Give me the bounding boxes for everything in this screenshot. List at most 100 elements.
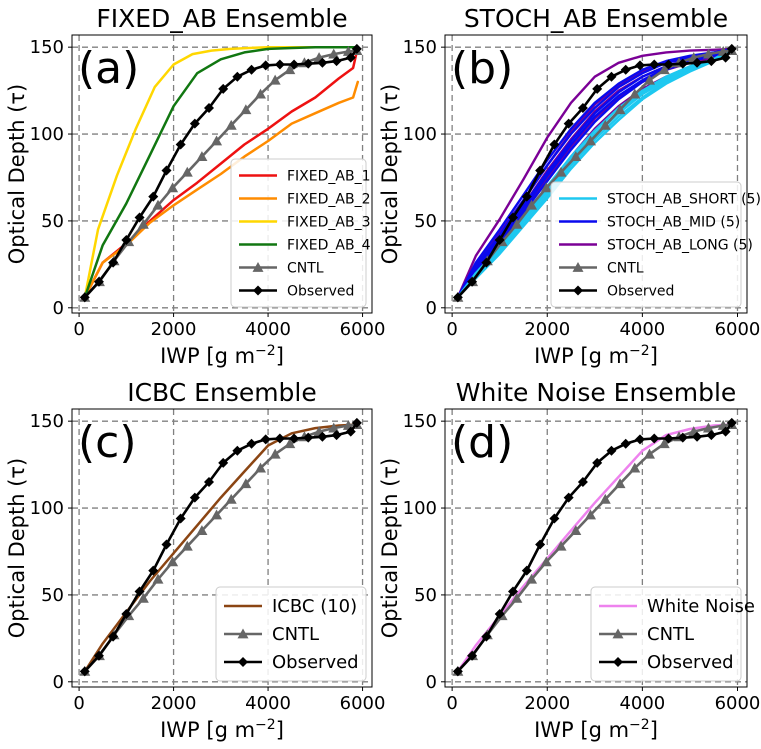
cntl-point	[152, 573, 164, 584]
x-tick-label: 0	[446, 319, 457, 340]
observed-point	[79, 666, 90, 677]
legend-marker	[573, 285, 583, 296]
cntl-point	[240, 478, 252, 489]
observed-point	[189, 492, 200, 503]
legend-box	[215, 586, 367, 682]
cntl-point	[211, 135, 223, 146]
y-axis-label: Optical Depth (τ)	[5, 84, 29, 265]
legend-box	[230, 158, 367, 308]
observed-point	[549, 513, 560, 524]
observed-point	[634, 60, 645, 71]
axes-frame	[444, 34, 748, 314]
x-tick-label: 4000	[619, 693, 665, 714]
observed-point	[317, 57, 328, 68]
cntl-point	[540, 556, 552, 567]
cntl-point	[240, 104, 252, 115]
observed-point	[592, 83, 603, 94]
observed-point	[189, 118, 200, 129]
legend-label: Observed	[647, 652, 734, 673]
y-tick-label: 100	[403, 498, 437, 519]
y-tick-label: 50	[414, 585, 437, 606]
observed-point	[345, 52, 356, 63]
observed-point	[175, 139, 186, 150]
cntl-point	[526, 573, 538, 584]
y-tick-label: 150	[30, 411, 64, 432]
legend-marker	[572, 262, 584, 272]
observed-point	[606, 71, 617, 82]
legend-label: CNTL	[647, 624, 694, 645]
panel-title: FIXED_AB Ensemble	[96, 4, 347, 33]
cntl-point	[167, 556, 179, 567]
series-line-stoch-ab-mid-5-	[456, 47, 733, 299]
cntl-point	[225, 119, 237, 130]
observed-point	[289, 59, 300, 70]
observed-point	[563, 492, 574, 503]
y-axis-label: Optical Depth (τ)	[378, 84, 402, 265]
cntl-point	[328, 422, 340, 433]
legend-label: STOCH_AB_LONG (5)	[607, 238, 753, 254]
y-tick-label: 100	[30, 124, 64, 145]
cntl-point	[167, 182, 179, 193]
observed-point	[204, 102, 215, 113]
cntl-point	[137, 592, 149, 603]
x-tick-label: 0	[446, 693, 457, 714]
observed-point	[108, 631, 119, 642]
y-tick-label: 150	[30, 37, 64, 58]
cntl-point	[614, 478, 626, 489]
legend: ICBC (10) CNTL Observed	[215, 586, 367, 682]
observed-point	[620, 64, 631, 75]
observed-point	[289, 433, 300, 444]
cntl-point	[526, 199, 538, 210]
cntl-point	[269, 74, 281, 85]
observed-point	[549, 139, 560, 150]
y-axis-label: Optical Depth (τ)	[5, 458, 29, 639]
observed-point	[726, 43, 737, 54]
axes-frame	[71, 408, 373, 688]
observed-point	[634, 434, 645, 445]
cntl-point	[196, 151, 208, 162]
panel-2: 0 2000 4000 6000 0 50 100 150 STOCH_AB Ensemble (…	[378, 4, 761, 368]
observed-point	[720, 426, 731, 437]
observed-point	[218, 457, 229, 468]
legend-label: Observed	[272, 652, 359, 673]
cntl-point	[328, 48, 340, 59]
cntl-point	[570, 525, 582, 536]
observed-point	[692, 431, 703, 442]
observed-point	[494, 609, 505, 620]
observed-point	[351, 43, 362, 54]
panel-label: (b)	[451, 43, 513, 94]
x-tick-label: 6000	[340, 693, 386, 714]
observed-point	[246, 438, 257, 449]
x-axis-label: IWP [g m−2]	[160, 343, 284, 368]
observed-point	[692, 57, 703, 68]
observed-point	[706, 430, 717, 441]
observed-point	[649, 59, 660, 70]
x-tick-label: 6000	[715, 319, 761, 340]
x-tick-label: 2000	[524, 693, 570, 714]
y-tick-label: 50	[414, 211, 437, 232]
cntl-point	[181, 166, 193, 177]
observed-point	[148, 565, 159, 576]
cntl-point	[658, 438, 670, 449]
observed-point	[345, 426, 356, 437]
observed-point	[663, 59, 674, 70]
legend-label: STOCH_AB_SHORT (5)	[607, 192, 761, 208]
axes-frame	[444, 408, 748, 688]
panel-title: STOCH_AB Ensemble	[464, 4, 728, 33]
legend-label: STOCH_AB_MID (5)	[607, 215, 740, 231]
panel-label: (d)	[451, 417, 513, 468]
legend-label: White Noise (5)	[647, 596, 761, 617]
legend-label: CNTL	[287, 261, 324, 277]
legend-label: FIXED_AB_2	[287, 192, 371, 208]
observed-point	[260, 60, 271, 71]
series-line-stoch-ab-long-5-	[456, 47, 733, 299]
cntl-point	[702, 422, 714, 433]
panel-title: White Noise Ensemble	[456, 378, 737, 407]
cntl-point	[211, 509, 223, 520]
legend-label: FIXED_AB_4	[287, 238, 371, 254]
legend-marker	[612, 628, 624, 639]
x-tick-label: 4000	[619, 319, 665, 340]
x-tick-label: 0	[73, 693, 84, 714]
observed-point	[317, 431, 328, 442]
